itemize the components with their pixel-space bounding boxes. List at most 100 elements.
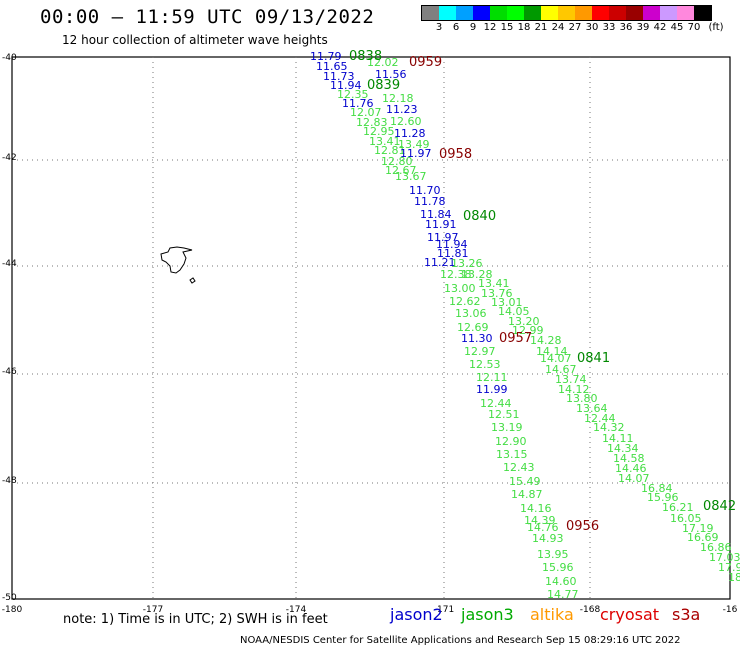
wave-height-value: 13.67 bbox=[395, 170, 427, 183]
wave-height-value: 18 bbox=[728, 571, 740, 584]
legend-swatch bbox=[541, 6, 558, 20]
wave-height-value: 12.11 bbox=[476, 371, 508, 384]
wave-height-value: 14.14 bbox=[536, 345, 568, 358]
wave-height-value: 12.51 bbox=[488, 408, 520, 421]
wave-height-value: 14.07 bbox=[540, 352, 572, 365]
legend-swatch bbox=[524, 6, 541, 20]
wave-height-value: 11.56 bbox=[375, 68, 407, 81]
wave-height-value: 12.80 bbox=[381, 155, 413, 168]
wave-height-value: 15.49 bbox=[509, 475, 541, 488]
wave-height-value: 12.95 bbox=[363, 125, 395, 138]
wave-height-value: 16.84 bbox=[641, 482, 673, 495]
legend-tick-label: 42 bbox=[653, 22, 667, 33]
pass-time-label: 0840 bbox=[463, 209, 496, 224]
lat-label: -42 bbox=[2, 153, 17, 163]
wave-height-value: 14.11 bbox=[602, 432, 634, 445]
wave-height-value: 11.79 bbox=[310, 50, 342, 63]
pass-time-label: 0958 bbox=[439, 147, 472, 162]
legend-swatch bbox=[439, 6, 456, 20]
legend-tick-label: 30 bbox=[585, 22, 599, 33]
wave-height-value: 13.00 bbox=[444, 282, 476, 295]
wave-height-value: 15.96 bbox=[647, 491, 679, 504]
pass-time-label: 0839 bbox=[367, 78, 400, 93]
wave-height-value: 16.86 bbox=[700, 541, 732, 554]
sat-label-jason3: jason3 bbox=[461, 605, 514, 624]
legend-tick-label: 70 bbox=[687, 22, 701, 33]
wave-height-value: 11.94 bbox=[330, 79, 362, 92]
pass-time-label: 0842 bbox=[703, 499, 736, 514]
wave-height-value: 13.26 bbox=[451, 257, 483, 270]
wave-height-value: 12.99 bbox=[512, 324, 544, 337]
legend-ticks: 3 6 9 12 15 18 21 24 27 30 33 36 39 42 45 70 (ft) bbox=[421, 22, 729, 36]
sat-label-jason2: jason2 bbox=[390, 605, 443, 624]
wave-height-value: 14.07 bbox=[618, 472, 650, 485]
wave-height-value: 11.73 bbox=[323, 70, 355, 83]
wave-height-value: 12.67 bbox=[385, 164, 417, 177]
wave-height-value: 13.06 bbox=[455, 307, 487, 320]
legend-tick-label: 6 bbox=[452, 22, 460, 33]
wave-height-value: 13.01 bbox=[491, 296, 523, 309]
wave-height-value: 14.67 bbox=[545, 363, 577, 376]
lat-label: -44 bbox=[2, 259, 17, 269]
legend-swatch bbox=[626, 6, 643, 20]
legend-swatch bbox=[507, 6, 524, 20]
pass-time-label: 0956 bbox=[566, 519, 599, 534]
wave-height-value: 11.30 bbox=[461, 332, 493, 345]
wave-height-value: 12.60 bbox=[390, 115, 422, 128]
wave-height-value: 11.97 bbox=[427, 231, 459, 244]
wave-height-value: 12.69 bbox=[457, 321, 489, 334]
wave-height-value: 13.76 bbox=[481, 287, 513, 300]
wave-height-value: 11.28 bbox=[394, 127, 426, 140]
wave-height-value: 13.74 bbox=[555, 373, 587, 386]
legend-tick-label: 12 bbox=[483, 22, 497, 33]
wave-height-value: 13.15 bbox=[496, 448, 528, 461]
legend-tick-label: 21 bbox=[534, 22, 548, 33]
wave-height-value: 13.49 bbox=[398, 138, 430, 151]
wave-height-value: 13.95 bbox=[537, 548, 569, 561]
wave-height-value: 13.80 bbox=[566, 392, 598, 405]
lon-label: -180 bbox=[2, 605, 23, 615]
pass-time-label: 0838 bbox=[349, 49, 382, 64]
wave-height-value: 14.05 bbox=[498, 305, 530, 318]
wave-height-value: 13.20 bbox=[508, 315, 540, 328]
wave-height-value: 12.81 bbox=[374, 144, 406, 157]
wave-height-value: 11.21 bbox=[424, 256, 456, 269]
pass-time-label: 0959 bbox=[409, 55, 442, 70]
wave-height-value: 12.44 bbox=[584, 412, 616, 425]
wave-height-value: 17.03 bbox=[709, 551, 740, 564]
legend-tick-label: 33 bbox=[602, 22, 616, 33]
wave-height-value: 14.87 bbox=[511, 488, 543, 501]
lon-label: -171 bbox=[434, 605, 454, 615]
legend-swatch bbox=[677, 6, 694, 20]
wave-height-value: 11.99 bbox=[476, 383, 508, 396]
wave-height-value: 12.44 bbox=[480, 397, 512, 410]
legend-swatch bbox=[592, 6, 609, 20]
legend-tick-label: 15 bbox=[500, 22, 514, 33]
page-title: 00:00 – 11:59 UTC 09/13/2022 bbox=[40, 6, 375, 28]
sat-label-altika: altika bbox=[530, 605, 574, 624]
wave-height-value: 17.19 bbox=[682, 522, 714, 535]
latitude-labels: -40 -42 -44 -46 -48 -50 bbox=[2, 53, 17, 603]
wave-height-value: 14.46 bbox=[615, 462, 647, 475]
legend-swatch bbox=[660, 6, 677, 20]
wave-height-value: 14.32 bbox=[593, 421, 625, 434]
wave-height-value: 14.28 bbox=[530, 334, 562, 347]
lat-label: -48 bbox=[2, 476, 17, 486]
wave-height-value: 16.05 bbox=[670, 512, 702, 525]
wave-height-observations: 11.7911.6511.7311.9411.7612.0211.5612.35… bbox=[310, 50, 740, 601]
wave-height-value: 14.60 bbox=[545, 575, 577, 588]
wave-height-value: 12.38 bbox=[440, 268, 472, 281]
legend-swatch bbox=[558, 6, 575, 20]
wave-height-value: 12.62 bbox=[449, 295, 481, 308]
longitude-labels: -180 -177 -174 -171 -168 -16 bbox=[2, 605, 738, 615]
wave-height-value: 15.96 bbox=[542, 561, 574, 574]
wave-height-value: 13.41 bbox=[478, 277, 510, 290]
wave-height-value: 16.69 bbox=[687, 531, 719, 544]
wave-height-value: 16.21 bbox=[662, 501, 694, 514]
wave-height-value: 11.84 bbox=[420, 208, 452, 221]
sat-label-cryosat: cryosat bbox=[600, 605, 660, 624]
lon-label: -177 bbox=[143, 605, 163, 615]
wave-height-legend: 3 6 9 12 15 18 21 24 27 30 33 36 39 42 45 70 (ft) bbox=[421, 5, 729, 35]
wave-height-value: 12.35 bbox=[337, 88, 369, 101]
wave-height-value: 14.77 bbox=[547, 588, 579, 601]
